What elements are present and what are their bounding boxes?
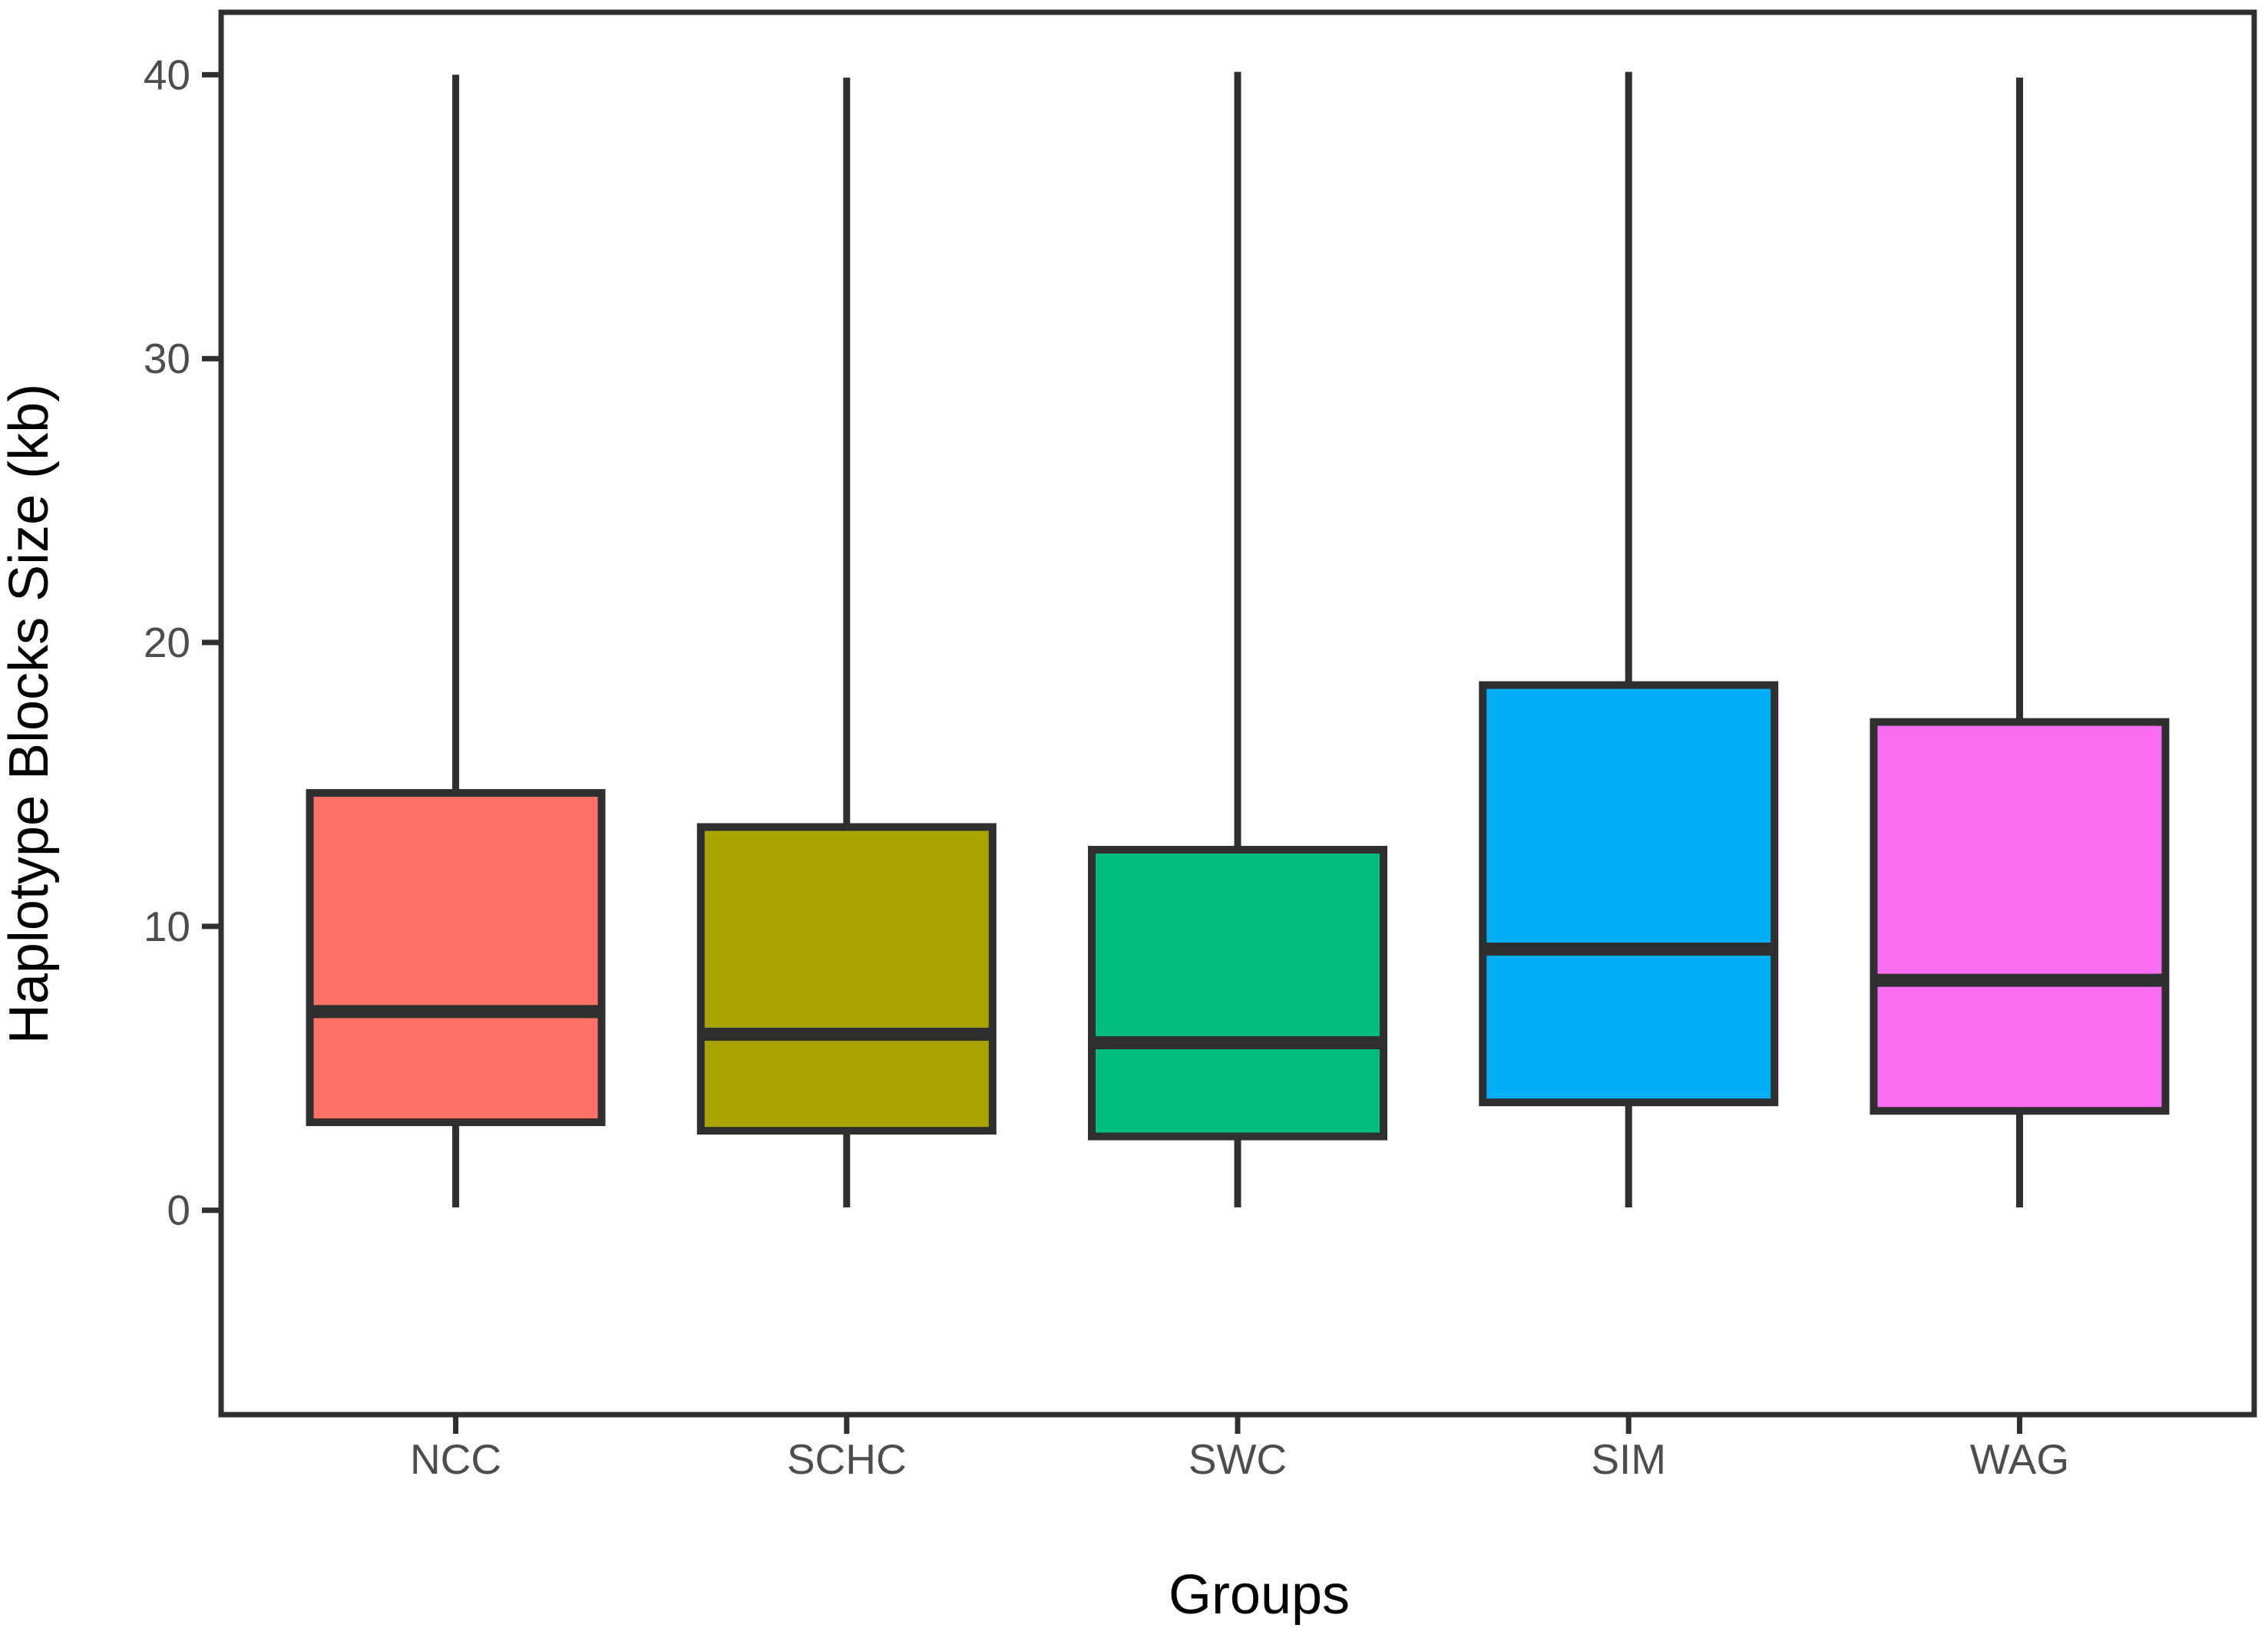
x-tick-label-SCHC: SCHC (787, 1435, 907, 1483)
x-axis: NCC SCHC SWC SIM WAG (410, 1415, 2069, 1483)
box-group-SWC (1088, 71, 1387, 1208)
y-axis: 0 10 20 30 40 (144, 51, 221, 1234)
iqr-box-SWC (1088, 846, 1387, 1141)
iqr-box-SCHC (696, 823, 997, 1135)
y-axis-title: Haplotype Blocks Size (kb) (0, 384, 60, 1044)
x-tick-label-SIM: SIM (1591, 1435, 1666, 1483)
x-tick-label-SWC: SWC (1189, 1435, 1287, 1483)
box-group-SIM (1479, 71, 1779, 1208)
y-tick-label: 10 (144, 903, 190, 950)
iqr-box-WAG (1870, 718, 2170, 1115)
iqr-box-NCC (306, 789, 606, 1127)
box-group-SCHC (696, 78, 997, 1208)
y-tick-label: 20 (144, 619, 190, 666)
y-tick-label: 30 (144, 335, 190, 382)
x-tick-label-NCC: NCC (410, 1435, 501, 1483)
x-tick-label-WAG: WAG (1970, 1435, 2069, 1483)
x-axis-title: Groups (1169, 1564, 1350, 1626)
iqr-box-SIM (1479, 681, 1779, 1107)
box-group-NCC (306, 74, 606, 1208)
box-group-WAG (1870, 78, 2170, 1208)
y-tick-label: 40 (144, 51, 190, 98)
boxes-layer (306, 71, 2170, 1208)
y-tick-label: 0 (167, 1187, 190, 1234)
